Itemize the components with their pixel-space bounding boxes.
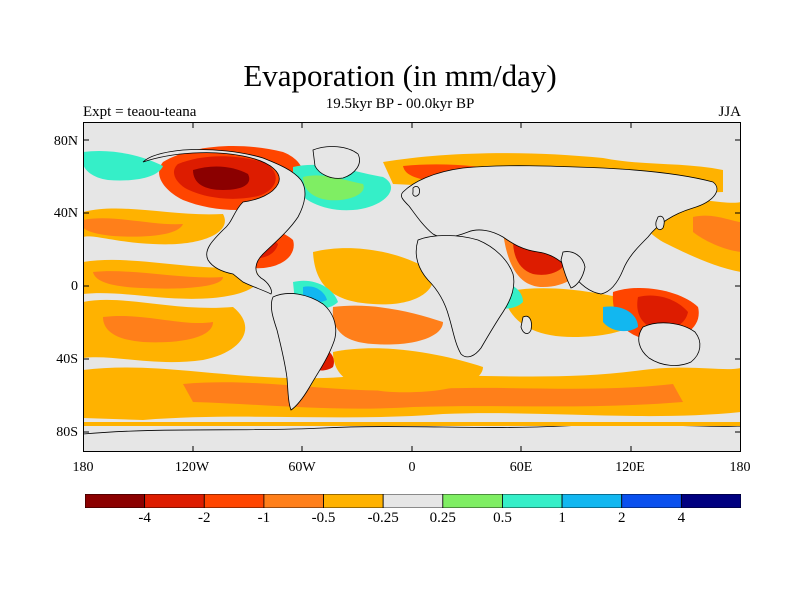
colorbar-swatch [203, 494, 265, 508]
africa [415, 235, 515, 358]
colorbar-swatch [680, 494, 741, 508]
colorbar-level-label: 4 [677, 510, 686, 526]
colorbar-level-label: 2 [617, 510, 626, 526]
lat-label-40n: 40N [53, 206, 78, 221]
lon-label-60e: 60E [509, 460, 533, 475]
colorbar-level-label: -0.25 [367, 510, 399, 526]
colorbar-swatch [144, 494, 205, 508]
india [560, 251, 586, 289]
colorbar-level-label: -2 [198, 510, 211, 526]
colorbar-swatch [263, 494, 324, 508]
colorbar-level-label: 0.5 [493, 510, 512, 526]
colorbar-level-label: 1 [558, 510, 566, 526]
uk [412, 186, 420, 197]
lat-label-0: 0 [71, 279, 78, 294]
evaporation-map [83, 122, 741, 452]
lat-label-80s: 80S [56, 425, 78, 440]
lat-label-80n: 80N [53, 134, 78, 149]
colorbar [85, 494, 741, 508]
lon-label-0: 0 [408, 460, 416, 475]
continent-outlines [83, 146, 741, 452]
colorbar-swatch [382, 494, 444, 508]
colorbar-level-label: -0.5 [311, 510, 336, 526]
greenland [312, 146, 360, 179]
colorbar-swatch [621, 494, 682, 508]
lon-label-120e: 120E [615, 460, 645, 475]
colorbar-swatch [442, 494, 503, 508]
colorbar-level-label: -4 [138, 510, 151, 526]
madagascar [520, 315, 532, 334]
lon-label-60w: 60W [288, 460, 316, 475]
colorbar-level-label: 0.25 [429, 510, 456, 526]
antarctic-band [83, 422, 741, 426]
lat-label-40s: 40S [56, 352, 78, 367]
chart-subtitle: 19.5kyr BP - 00.0kyr BP [325, 96, 475, 112]
colorbar-swatch [561, 494, 623, 508]
map-border [83, 122, 741, 452]
lon-label-120w: 120W [174, 460, 210, 475]
colorbar-swatch [323, 494, 384, 508]
australia [638, 322, 701, 366]
experiment-label: Expt = teaou-teana [83, 104, 197, 120]
japan [655, 215, 665, 230]
north-america [142, 149, 306, 295]
colorbar-swatch [85, 494, 146, 508]
lon-label-180e: 180 [729, 460, 751, 475]
colorbar-swatch [502, 494, 563, 508]
south-america [270, 293, 337, 411]
colorbar-level-label: -1 [257, 510, 271, 526]
chart-title: Evaporation (in mm/day) [243, 58, 557, 93]
season-label: JJA [718, 104, 741, 120]
lon-label-180w: 180 [72, 460, 94, 475]
